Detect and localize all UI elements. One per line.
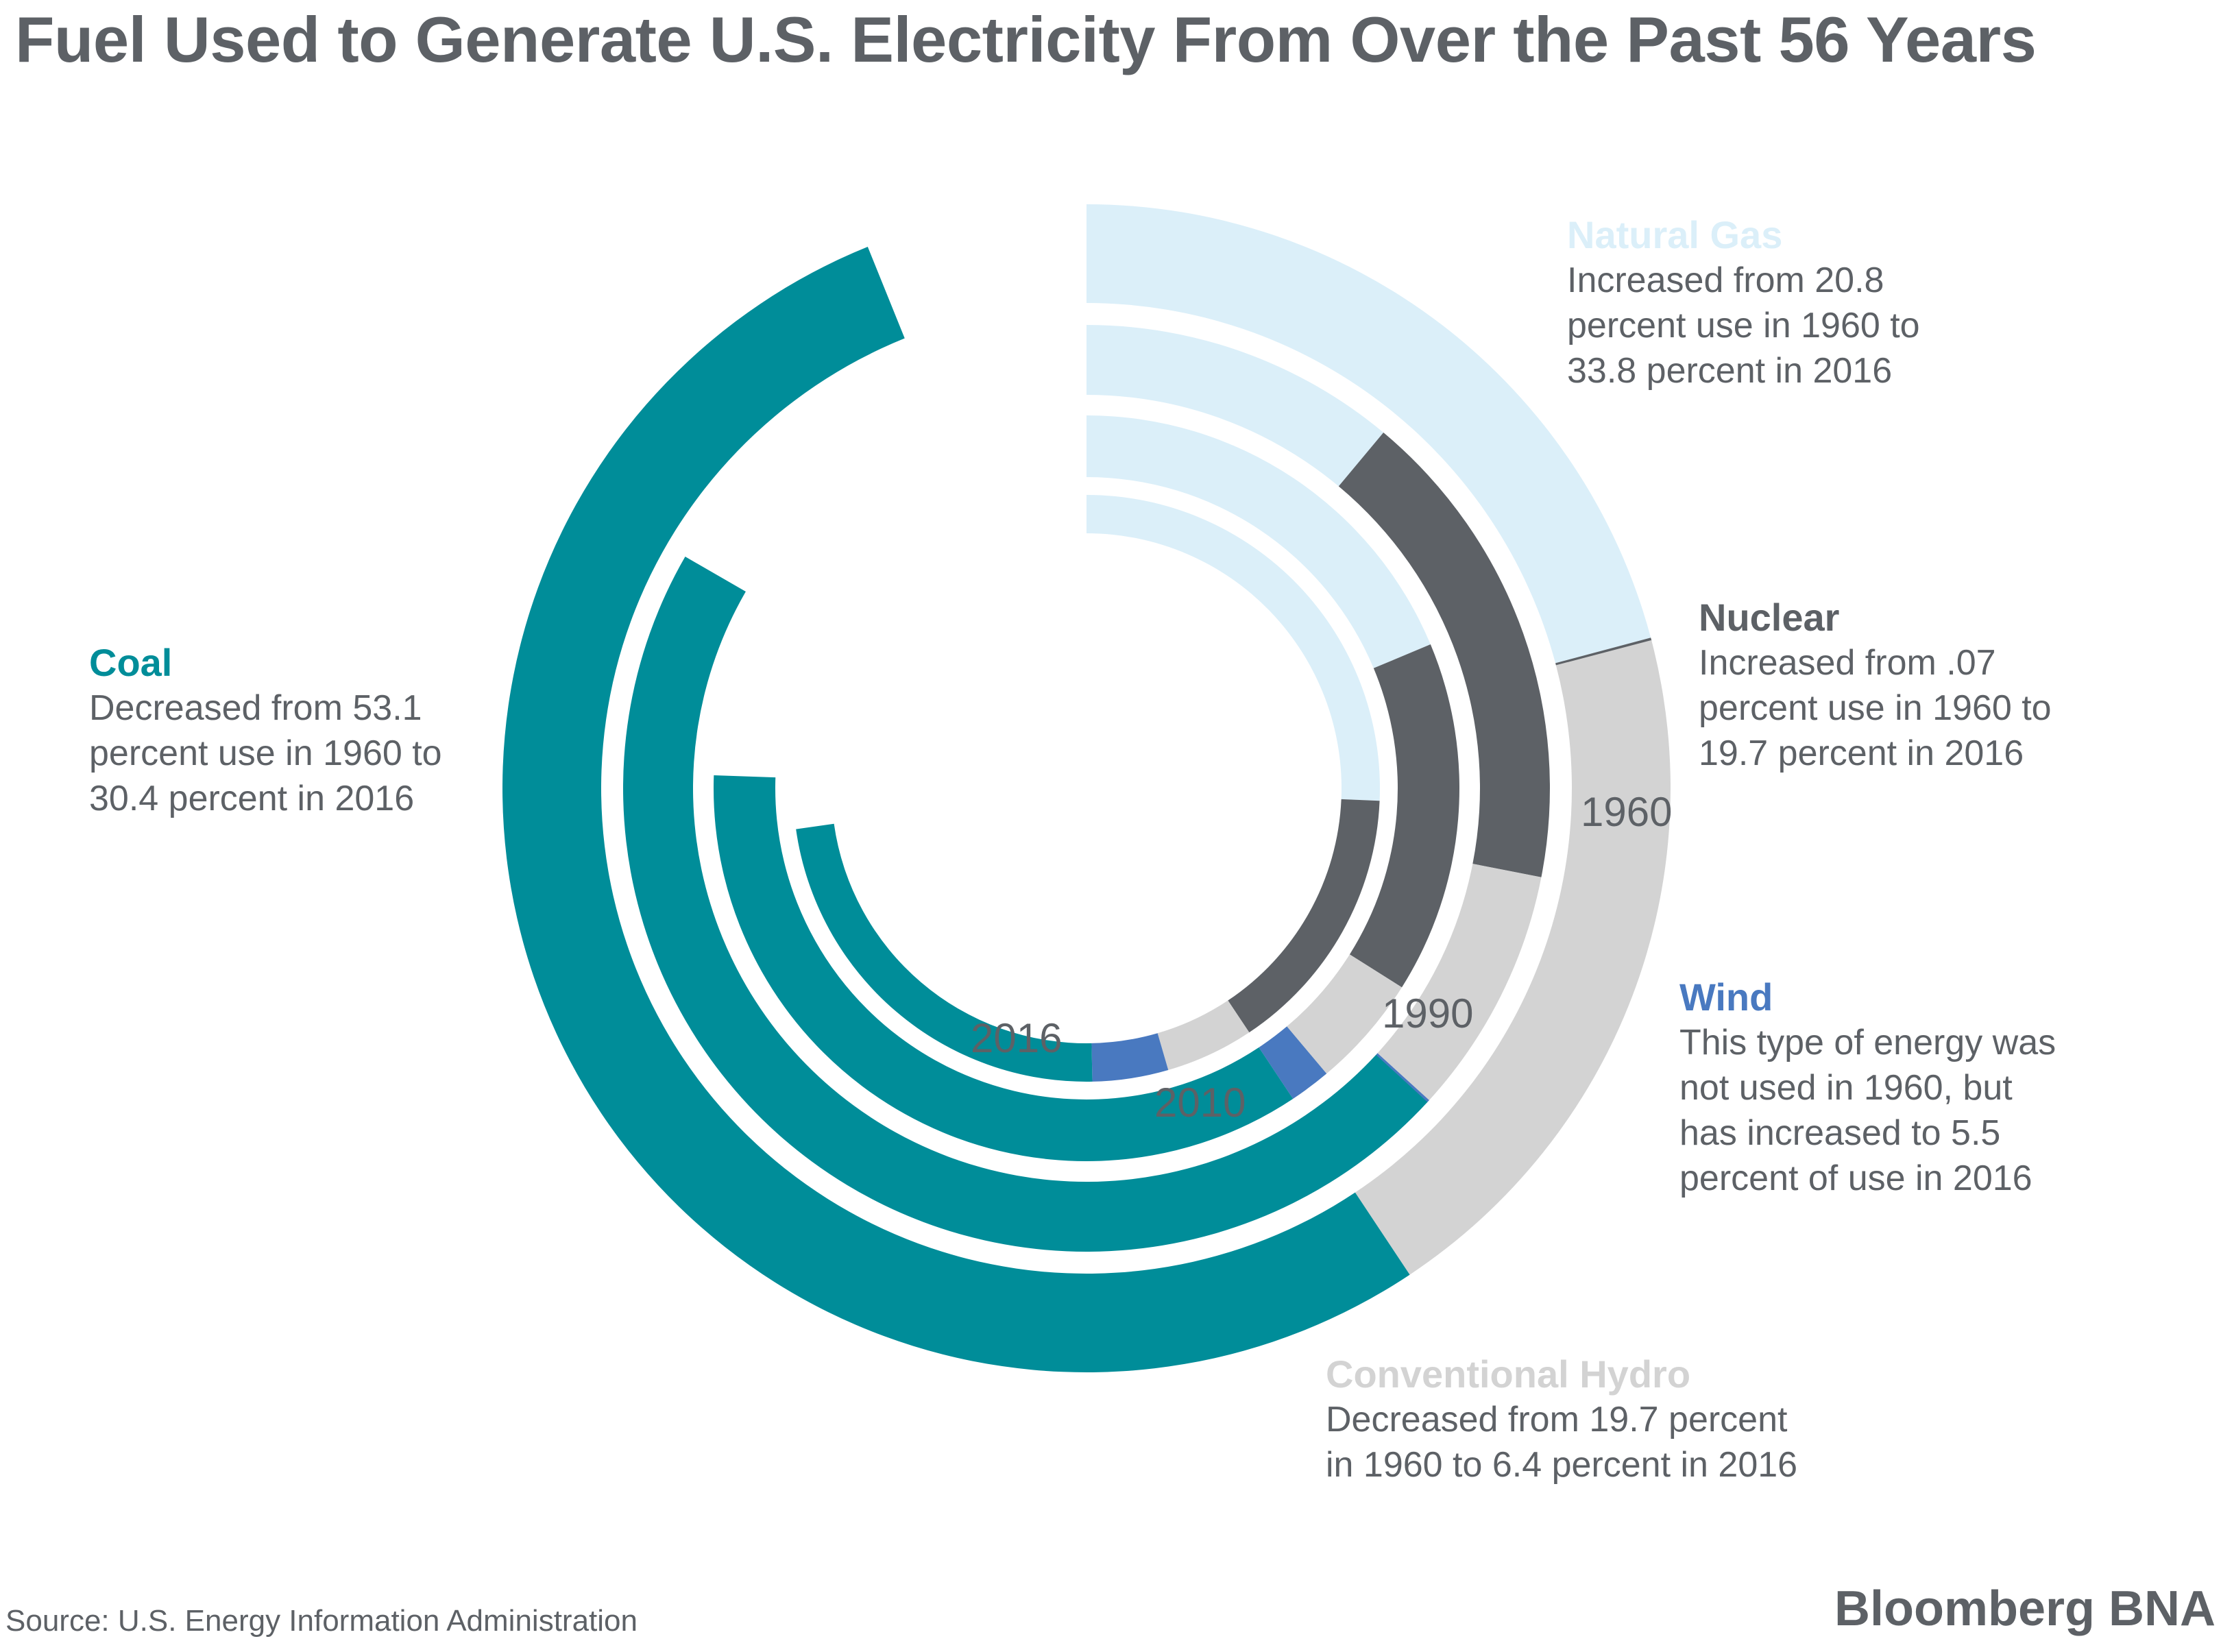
natural-gas-callout: Natural Gas Increased from 20.8 percent … — [1567, 212, 1920, 393]
segment-2010-wind — [1259, 1026, 1327, 1099]
segment-1960-conventional-hydro — [1355, 640, 1671, 1275]
wind-name: Wind — [1679, 975, 1773, 1019]
ring-label-1960: 1960 — [1581, 789, 1673, 835]
segment-2016-wind — [1091, 1033, 1169, 1082]
hydro-name: Conventional Hydro — [1326, 1352, 1691, 1396]
segment-2010-nuclear — [1349, 644, 1459, 988]
nuclear-name: Nuclear — [1699, 596, 1840, 639]
ring-1960 — [502, 204, 1671, 1373]
wind-description: This type of energy was not used in 1960… — [1679, 1023, 2056, 1198]
ring-label-2016: 2016 — [971, 1015, 1063, 1061]
ring-1990 — [622, 325, 1551, 1252]
hydro-description: Decreased from 19.7 percent in 1960 to 6… — [1326, 1400, 1798, 1485]
ring-2010 — [713, 415, 1459, 1161]
segment-2016-natural-gas — [1087, 495, 1380, 801]
segment-2016-nuclear — [1228, 799, 1380, 1033]
coal-name: Coal — [89, 641, 173, 684]
segment-2016-coal — [796, 823, 1093, 1082]
segment-1960-coal — [502, 247, 1410, 1373]
segment-1960-nuclear — [1555, 637, 1652, 666]
natural-gas-description: Increased from 20.8 percent use in 1960 … — [1567, 260, 1920, 391]
segment-1990-nuclear — [1338, 433, 1551, 877]
segment-2010-natural-gas — [1087, 415, 1431, 668]
chart-title: Fuel Used to Generate U.S. Electricity F… — [15, 3, 2037, 75]
coal-callout: Coal Decreased from 53.1 percent use in … — [89, 640, 442, 821]
source-note: Source: U.S. Energy Information Administ… — [5, 1604, 638, 1638]
natural-gas-name: Natural Gas — [1567, 213, 1783, 256]
coal-description: Decreased from 53.1 percent use in 1960 … — [89, 688, 442, 818]
hydro-callout: Conventional Hydro Decreased from 19.7 p… — [1326, 1352, 1797, 1487]
segment-1990-natural-gas — [1087, 325, 1384, 487]
segment-1960-natural-gas — [1087, 204, 1651, 664]
segment-2010-coal — [713, 775, 1294, 1161]
ring-label-1990: 1990 — [1382, 991, 1474, 1036]
segment-1990-wind — [1376, 1053, 1429, 1103]
ring-label-2010: 2010 — [1154, 1080, 1246, 1126]
wind-callout: Wind This type of energy was not used in… — [1679, 975, 2056, 1201]
brand-logo: Bloomberg BNA — [1834, 1581, 2216, 1636]
nuclear-description: Increased from .07 percent use in 1960 t… — [1699, 643, 2052, 773]
segment-1990-coal — [622, 557, 1428, 1252]
segment-2016-conventional-hydro — [1157, 1000, 1250, 1071]
segment-1990-conventional-hydro — [1377, 864, 1542, 1101]
nuclear-callout: Nuclear Increased from .07 percent use i… — [1699, 595, 2052, 776]
segment-2010-conventional-hydro — [1287, 954, 1403, 1074]
ring-2016 — [796, 495, 1380, 1082]
